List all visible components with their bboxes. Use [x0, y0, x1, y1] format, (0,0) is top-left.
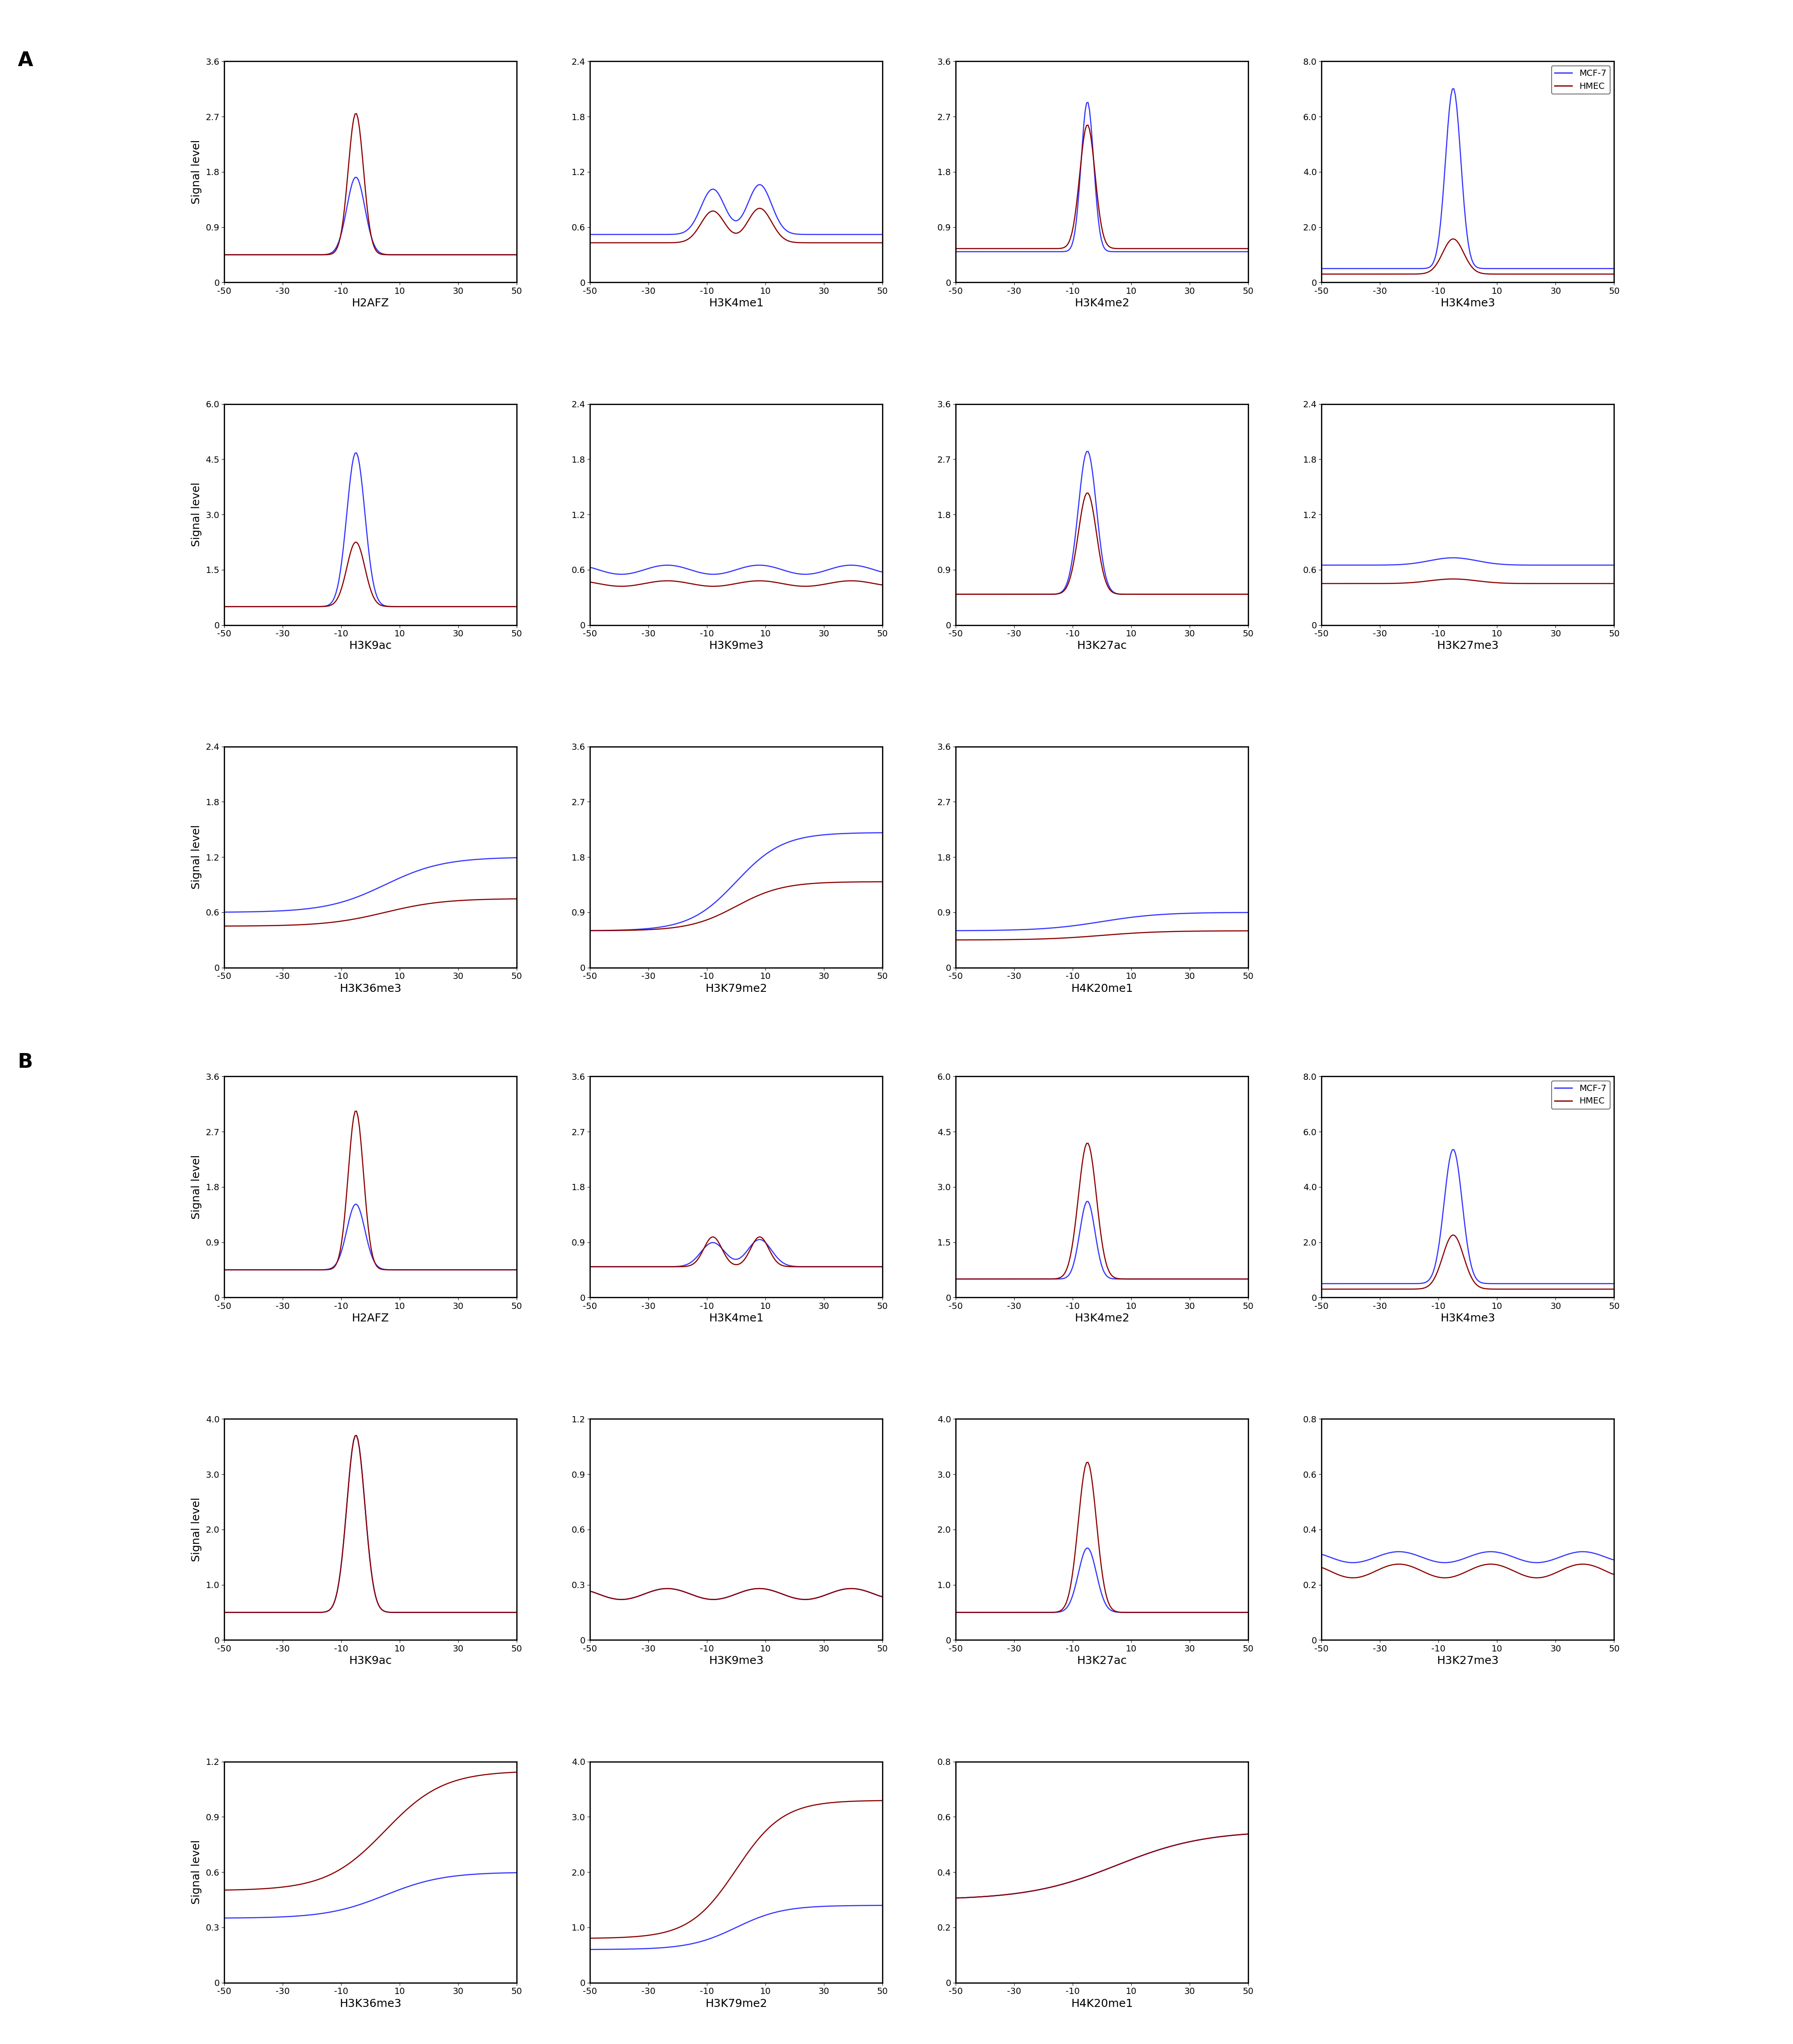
X-axis label: H3K9ac: H3K9ac	[350, 1656, 393, 1666]
X-axis label: H3K4me3: H3K4me3	[1440, 1312, 1495, 1325]
X-axis label: H3K4me3: H3K4me3	[1440, 298, 1495, 309]
X-axis label: H3K27me3: H3K27me3	[1436, 1656, 1499, 1666]
Y-axis label: Signal level: Signal level	[192, 482, 203, 546]
X-axis label: H3K4me2: H3K4me2	[1074, 1312, 1130, 1325]
X-axis label: H3K27me3: H3K27me3	[1436, 640, 1499, 652]
X-axis label: H3K79me2: H3K79me2	[705, 1999, 767, 2009]
Legend: MCF-7, HMEC: MCF-7, HMEC	[1551, 65, 1610, 94]
X-axis label: H3K4me1: H3K4me1	[708, 298, 764, 309]
X-axis label: H3K27ac: H3K27ac	[1078, 1656, 1126, 1666]
X-axis label: H2AFZ: H2AFZ	[351, 1312, 389, 1325]
X-axis label: H3K36me3: H3K36me3	[339, 983, 402, 993]
X-axis label: H3K9me3: H3K9me3	[708, 1656, 764, 1666]
X-axis label: H3K4me1: H3K4me1	[708, 1312, 764, 1325]
X-axis label: H3K9ac: H3K9ac	[350, 640, 393, 652]
X-axis label: H3K79me2: H3K79me2	[705, 983, 767, 993]
X-axis label: H3K9me3: H3K9me3	[708, 640, 764, 652]
Y-axis label: Signal level: Signal level	[192, 826, 203, 889]
X-axis label: H3K4me2: H3K4me2	[1074, 298, 1130, 309]
X-axis label: H2AFZ: H2AFZ	[351, 298, 389, 309]
Y-axis label: Signal level: Signal level	[192, 139, 203, 204]
Text: A: A	[18, 51, 34, 69]
Y-axis label: Signal level: Signal level	[192, 1498, 203, 1562]
X-axis label: H4K20me1: H4K20me1	[1070, 1999, 1133, 2009]
Text: B: B	[18, 1053, 32, 1071]
Legend: MCF-7, HMEC: MCF-7, HMEC	[1551, 1081, 1610, 1110]
Y-axis label: Signal level: Signal level	[192, 1155, 203, 1218]
X-axis label: H3K36me3: H3K36me3	[339, 1999, 402, 2009]
Y-axis label: Signal level: Signal level	[192, 1840, 203, 1905]
X-axis label: H4K20me1: H4K20me1	[1070, 983, 1133, 993]
X-axis label: H3K27ac: H3K27ac	[1078, 640, 1126, 652]
